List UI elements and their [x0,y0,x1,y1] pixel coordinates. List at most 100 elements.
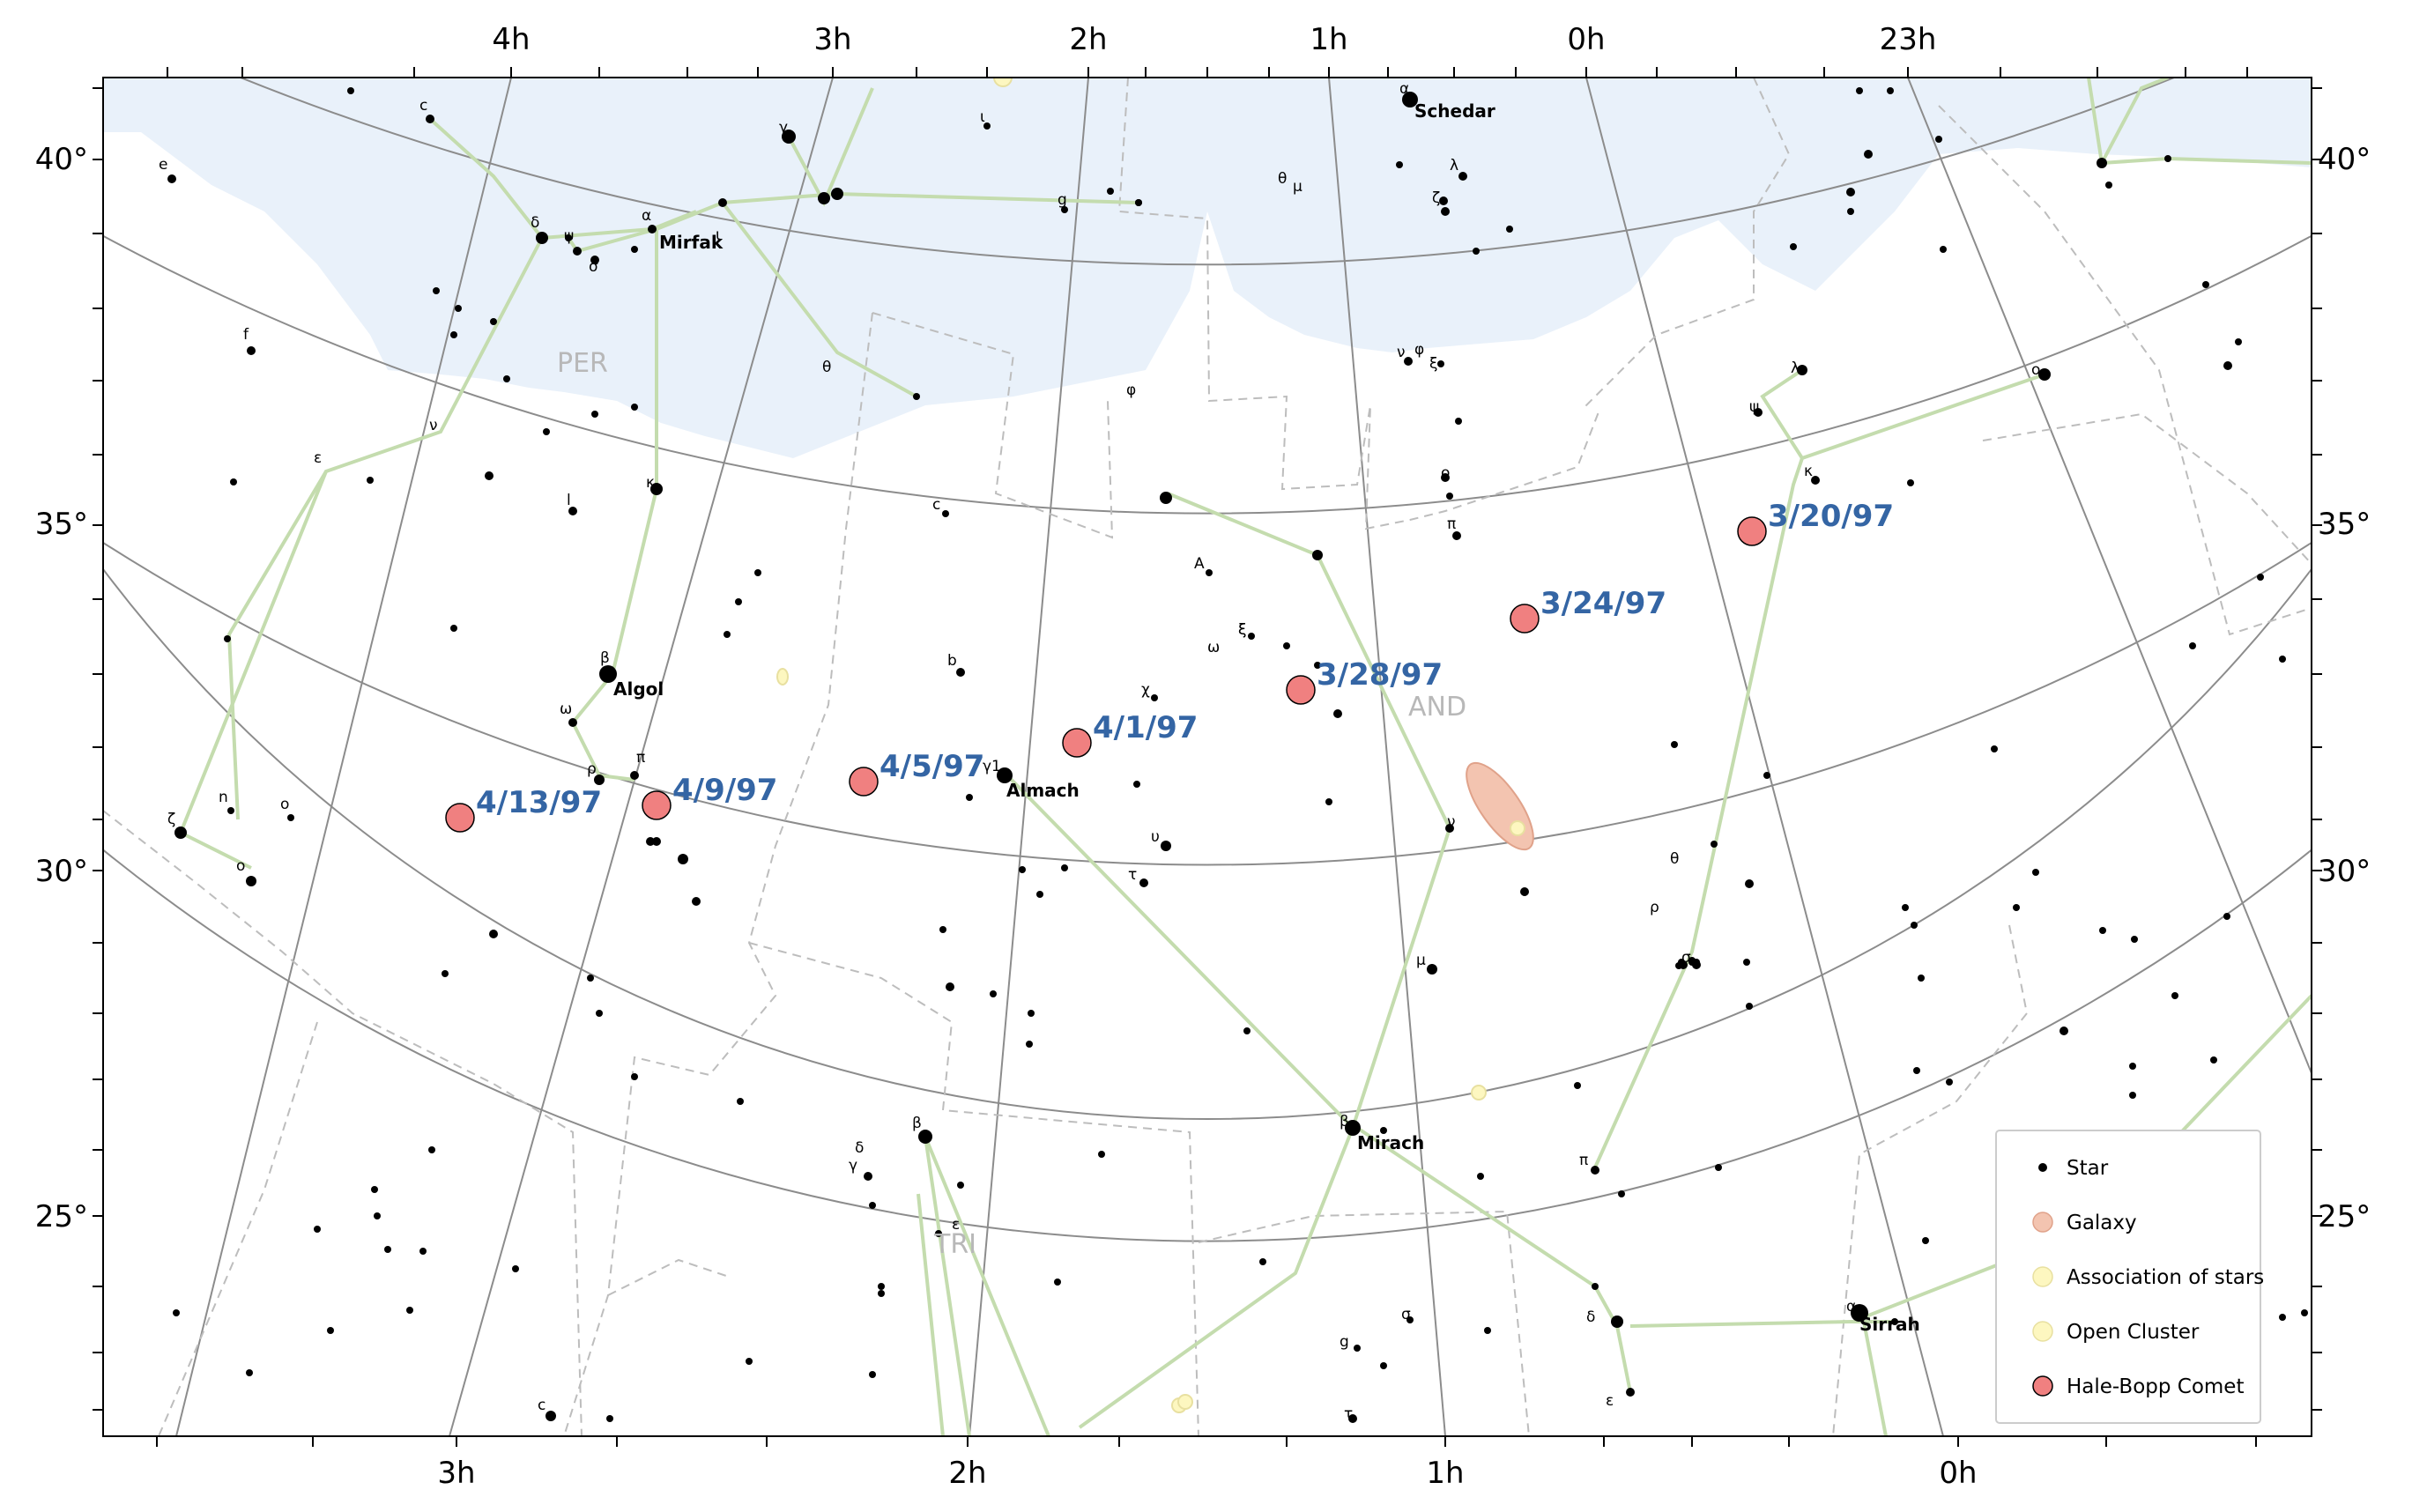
star [869,1371,876,1378]
star [1473,248,1480,255]
star [1439,196,1448,205]
star [419,1248,427,1255]
star [591,411,598,418]
star [1455,418,1462,425]
star [1107,188,1114,195]
star-letter-label: c [538,1397,545,1414]
legend-label: Open Cluster [2067,1321,2200,1344]
star [406,1307,413,1314]
star [2223,913,2230,920]
comet-position: 4/5/97 [849,749,984,797]
star [2097,158,2107,168]
constellation-label-and: AND [1408,692,1466,723]
star [746,1358,753,1365]
star [1763,772,1770,779]
star [1506,226,1513,233]
star-letter-label: π [1579,1152,1588,1169]
star-letter-label: π [1447,515,1456,533]
star [1061,864,1068,871]
star [1248,633,1255,640]
dec-label-left-30: 30° [35,854,88,889]
star [1864,150,1873,159]
star-letter-label: ζ [1432,189,1440,207]
star-letter-label: σ [1681,949,1691,967]
legend-item-association: Association of stars [2032,1266,2264,1289]
star [1618,1190,1625,1197]
star [956,668,965,677]
star-letter-label: θ [1670,850,1679,868]
star [1671,741,1678,748]
star [1790,243,1797,250]
star-label-mirach: Mirach [1357,1132,1424,1153]
star [287,814,294,821]
star-label-schedar: Schedar [1414,100,1495,122]
star [1427,964,1437,975]
star [568,507,577,515]
legend-label: Galaxy [2067,1212,2137,1234]
legend-star-swatch [2038,1163,2047,1172]
dec-label-right-25: 25° [2318,1199,2371,1234]
constellation-boundaries [103,78,2312,1436]
star [606,1415,613,1422]
comet-marker [642,790,672,820]
star-letter-label: ρ [587,760,597,778]
star [2235,338,2242,345]
star-letter-label: b [947,652,957,670]
star [596,1010,603,1017]
ra-label-top-3: 2h [1069,22,1107,57]
star-letter-label: β [912,1115,922,1132]
star [1452,531,1461,540]
dec-grid [103,78,2312,1242]
star [1745,879,1754,888]
star [869,1202,876,1209]
star [374,1212,381,1219]
ra-label-bottom-2: 2h [948,1456,986,1491]
star [2202,281,2209,288]
star [631,246,638,253]
star [966,794,973,801]
star [384,1246,391,1253]
star-letter-label: ξ [1238,621,1246,639]
star [1911,922,1918,929]
star-letter-label: β [600,649,610,667]
star-letter-label: θ [1278,170,1287,188]
star [347,87,354,94]
star [1396,161,1403,168]
dec-label-right-35: 35° [2318,507,2371,542]
constellation-label-tri: TRI [933,1229,976,1260]
legend-item-comet: Hale-Bopp Comet [2032,1375,2244,1398]
star-letter-label: A [1194,555,1205,573]
star-letter-label: ι [716,226,721,244]
bottom-ra-labels: 3h 2h 1h 0h [437,1456,1977,1491]
comet-date-label: 4/13/97 [476,785,602,820]
star-letter-label: φ [1126,382,1136,399]
ra-label-top-4: 1h [1310,22,1347,57]
star [2059,1027,2068,1035]
star [1160,492,1172,504]
star [1946,1078,1953,1086]
legend-item-star: Star [2038,1157,2109,1180]
star [489,930,498,938]
star [490,318,497,325]
constellation-lines [179,78,2312,1436]
star [946,982,954,991]
star [724,631,731,638]
star [1206,569,1213,576]
star [246,876,256,886]
star [587,975,594,982]
star-letter-label: n [219,789,228,806]
ra-label-top-6: 23h [1880,22,1937,57]
star [646,837,655,846]
star [174,826,187,839]
star-letter-label: ο [280,796,289,813]
ra-label-top-1: 4h [492,22,530,57]
star [1437,360,1444,367]
star [1592,1283,1599,1290]
star-letter-label: c [419,97,427,115]
star [1380,1127,1387,1134]
star [1441,473,1450,482]
star [630,771,639,780]
comet-date-label: 3/24/97 [1540,586,1666,621]
star [1406,1316,1414,1323]
